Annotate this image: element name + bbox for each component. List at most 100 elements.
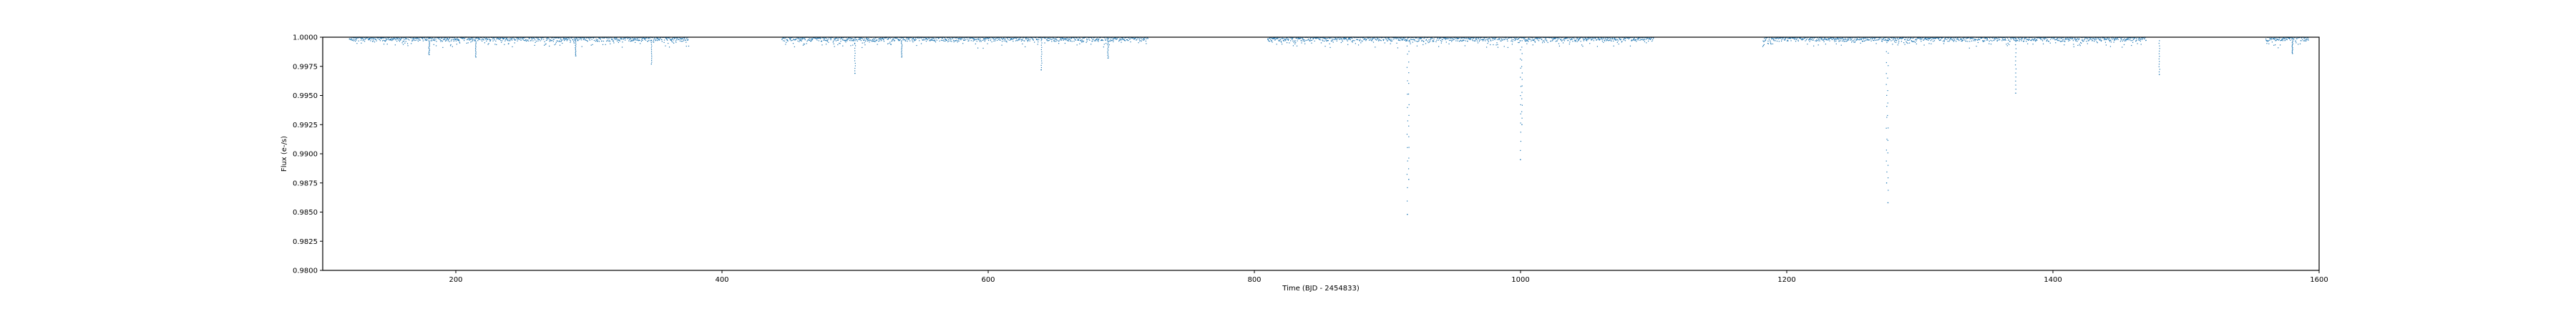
data-point [449,41,450,42]
data-point [1136,39,1138,40]
data-point [1347,44,1349,45]
data-point [399,38,401,39]
data-point [2270,38,2271,39]
data-point [1644,41,1646,42]
data-point [551,37,552,39]
data-point [380,37,381,39]
data-point [1966,38,1967,39]
data-point [953,41,955,43]
data-point [1480,37,1481,39]
data-point [1868,39,1869,41]
data-point [1619,39,1621,41]
data-point [575,49,576,51]
data-point [1015,37,1018,39]
data-point [1924,37,1926,39]
data-point [864,44,866,46]
data-point [1368,37,1370,39]
data-point [1890,40,1892,41]
data-point [1018,38,1020,39]
data-point [475,45,477,46]
data-point [917,37,919,39]
data-point [570,37,572,39]
data-point [2064,41,2066,42]
data-point [1397,47,1399,49]
data-point [575,50,577,52]
data-point [2093,37,2094,39]
data-point [835,37,836,39]
data-point [1408,179,1410,180]
data-point [1425,43,1427,44]
data-point [1524,39,1526,41]
data-point [2306,39,2307,40]
data-point [480,39,482,41]
data-point [1027,39,1028,41]
data-point [1580,37,1581,39]
data-point [2292,53,2293,54]
data-point [1078,37,1080,39]
data-point [1830,38,1832,39]
data-point [801,37,804,39]
data-point [934,39,935,41]
data-point [1395,37,1397,39]
data-point [514,42,515,44]
data-point [1897,37,1898,39]
data-point [1035,37,1037,39]
data-point [1609,37,1610,39]
data-point [474,40,477,41]
data-point [668,46,670,48]
data-point [638,40,639,41]
data-point [555,37,557,39]
data-point [802,44,804,46]
data-point [2288,37,2289,39]
data-point [1412,39,1413,40]
data-point [1423,41,1425,42]
data-point [984,38,985,39]
data-point [507,40,509,41]
data-point [830,39,831,41]
data-point [1354,40,1355,41]
data-point [1920,37,1921,39]
data-point [1919,37,1921,39]
data-point [426,37,428,39]
y-tick-label: 0.9825 [293,238,318,246]
data-point [1319,39,1321,41]
data-point [385,37,386,39]
data-point [1327,39,1329,41]
data-point [1040,37,1042,39]
data-point [1830,37,1832,39]
data-point [1588,37,1589,39]
data-point [2281,39,2283,41]
data-point [1614,38,1615,39]
data-point [517,37,519,39]
data-point [2270,37,2273,39]
data-point [2003,37,2004,39]
data-point [431,40,433,41]
data-point [1130,41,1131,43]
data-point [929,37,930,39]
data-point [1587,37,1589,39]
data-point [451,39,452,41]
data-point [1883,37,1884,39]
data-point [809,39,810,41]
data-point [854,50,856,52]
data-point [973,39,975,40]
data-point [1538,37,1539,39]
x-tick-label: 1600 [2310,276,2328,284]
data-point [2273,44,2275,46]
data-point [933,38,935,39]
data-point [2016,39,2018,41]
data-point [1861,39,1863,41]
data-point [1408,147,1410,148]
data-point [1324,38,1325,39]
data-point [882,38,884,39]
data-point [1297,37,1299,39]
data-point [881,40,882,41]
data-point [854,72,856,74]
data-point [1432,37,1433,39]
data-point [2094,39,2095,41]
data-point [454,37,455,39]
data-point [854,45,857,46]
data-point [2079,45,2081,46]
data-point [1918,37,1920,39]
